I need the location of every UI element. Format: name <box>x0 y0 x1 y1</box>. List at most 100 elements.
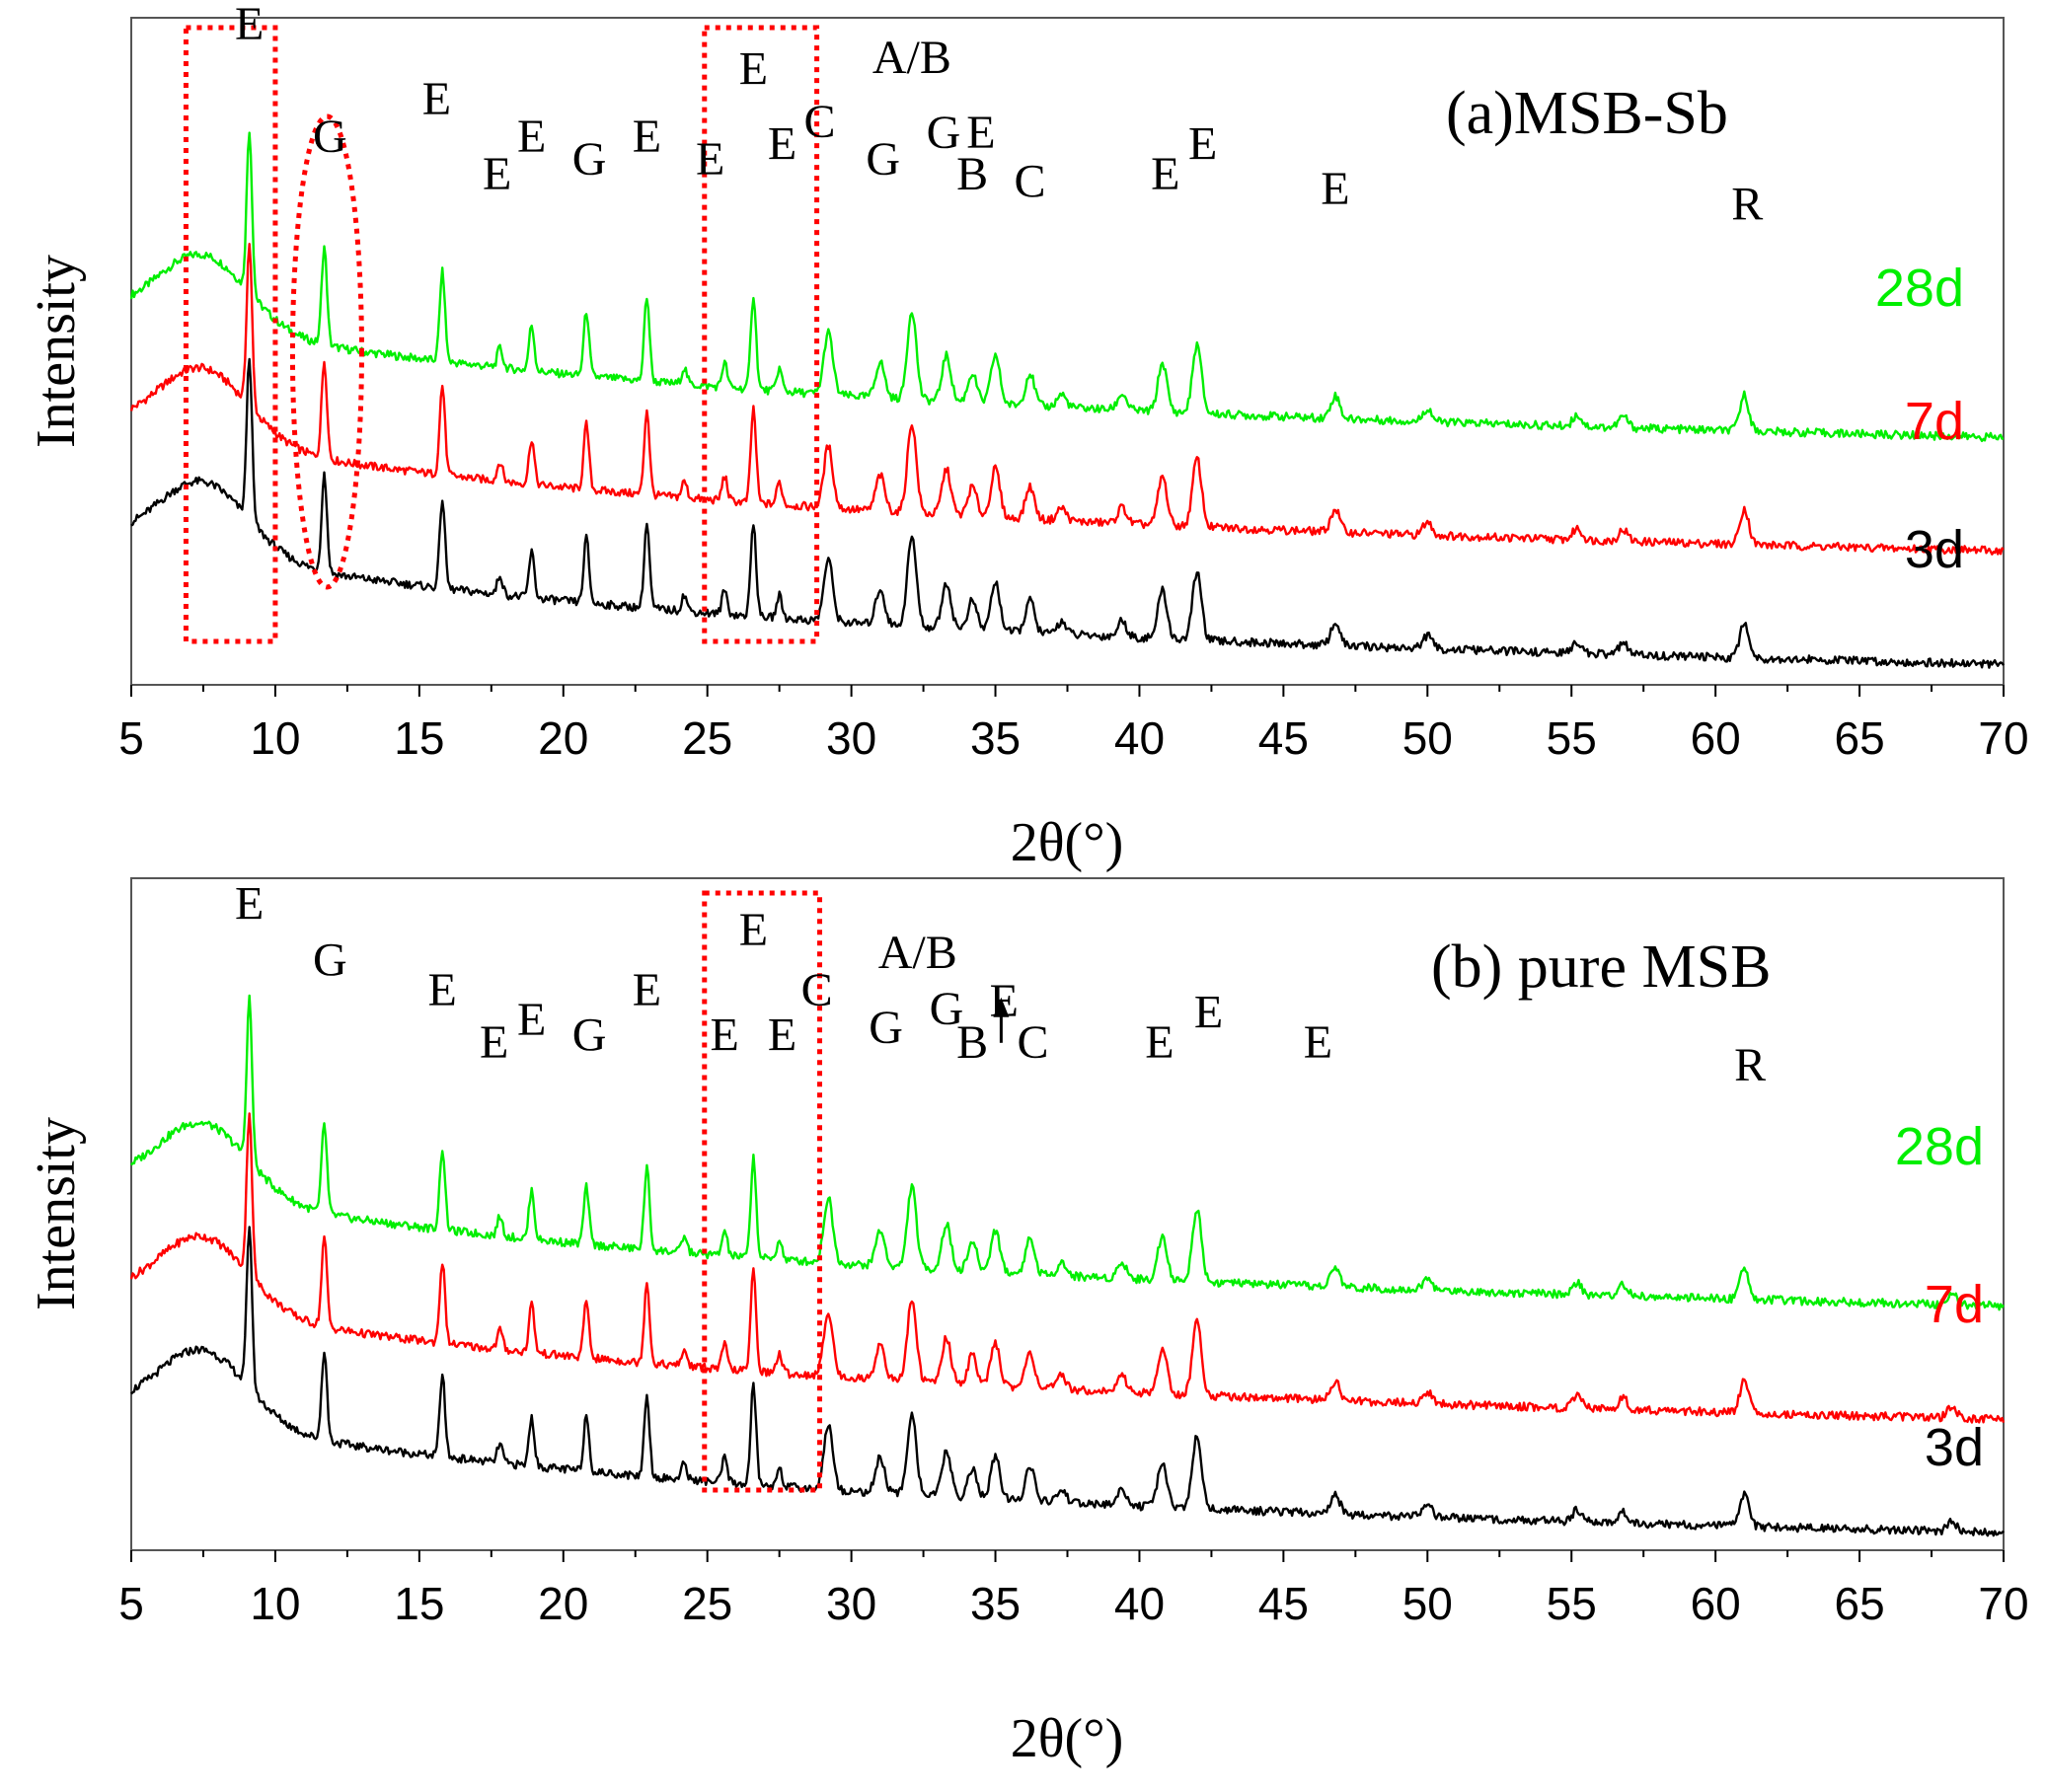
peak-label: G <box>572 133 607 186</box>
highlight-rect <box>702 25 820 644</box>
panel-a-x-axis-title: 2θ(°) <box>1011 812 1124 873</box>
series-3d-line <box>130 1226 2005 1537</box>
peak-label: E <box>517 994 546 1046</box>
x-tick-label: 20 <box>538 712 588 764</box>
x-tick-label: 20 <box>538 1578 588 1629</box>
x-tick-label: 60 <box>1691 712 1741 764</box>
series-3d-line <box>130 357 2005 669</box>
panel-a-highlights <box>183 25 820 644</box>
x-tick-label: 50 <box>1402 1578 1453 1629</box>
peak-label: E <box>739 43 768 96</box>
panel-b-y-axis-title: Intensity <box>26 1117 87 1310</box>
series-label-3d: 3d <box>1925 1418 1984 1477</box>
peak-label: E <box>480 1016 508 1069</box>
panel-a-series-labels: 28d 7d 3d <box>1875 259 1964 579</box>
x-tick-label: 70 <box>1978 712 2028 764</box>
peak-label: E <box>1304 1016 1332 1069</box>
panel-a-traces <box>129 131 2005 669</box>
peak-label: E <box>1151 148 1179 200</box>
x-tick-label: 55 <box>1547 1578 1597 1629</box>
x-tick-label: 45 <box>1258 1578 1309 1629</box>
x-tick-label: 55 <box>1547 712 1597 764</box>
peak-label: E <box>483 148 511 200</box>
highlight-ellipse <box>289 113 364 590</box>
peak-label: E <box>422 73 451 125</box>
highlight-rect <box>183 25 278 644</box>
peak-label: G <box>927 107 961 159</box>
x-tick-label: 15 <box>394 1578 444 1629</box>
peak-label: C <box>1015 156 1046 208</box>
panel-b-series-labels: 28d 7d 3d <box>1895 1117 1984 1477</box>
peak-label: E <box>966 107 995 159</box>
panel-a-x-ticks <box>130 685 2005 697</box>
x-tick-label: 35 <box>970 712 1021 764</box>
panel-b-x-axis-title: 2θ(°) <box>1011 1708 1124 1769</box>
peak-label: C <box>804 96 836 148</box>
peak-label: R <box>1731 178 1763 230</box>
x-tick-label: 10 <box>250 712 300 764</box>
panel-b-highlights <box>702 890 823 1493</box>
peak-label: G <box>313 933 347 986</box>
peak-label: B <box>956 1016 988 1069</box>
peak-label: E <box>768 118 796 171</box>
peak-label: G <box>313 111 347 163</box>
series-28d-line <box>130 994 2005 1311</box>
x-tick-label: 10 <box>250 1578 300 1629</box>
x-tick-label: 5 <box>118 712 144 764</box>
peak-label: E <box>1145 1016 1174 1069</box>
panel-b-arrows <box>993 997 1010 1043</box>
peak-label: E <box>1194 987 1223 1039</box>
panel-b-traces <box>129 994 2006 1537</box>
highlight-rect <box>702 890 823 1493</box>
peak-label: C <box>1017 1016 1048 1069</box>
x-tick-label: 30 <box>826 1578 876 1629</box>
peak-label: R <box>1734 1039 1766 1091</box>
x-tick-label: 40 <box>1114 712 1165 764</box>
series-label-28d: 28d <box>1895 1117 1984 1176</box>
peak-label: E <box>633 111 661 163</box>
x-tick-label: 65 <box>1834 712 1884 764</box>
x-tick-label: 45 <box>1258 712 1309 764</box>
arrow-head-icon <box>993 997 1010 1017</box>
panel-a-x-tick-labels: 5 10 15 20 25 30 35 40 45 50 55 60 65 70 <box>118 712 2028 764</box>
x-tick-label: 25 <box>682 712 732 764</box>
panel-a-title: (a)MSB-Sb <box>1446 80 1728 147</box>
peak-label: G <box>869 1002 903 1054</box>
series-label-3d: 3d <box>1905 520 1964 579</box>
panel-b-x-ticks <box>130 1550 2005 1562</box>
x-tick-label: 60 <box>1691 1578 1741 1629</box>
peak-label: E <box>235 877 264 930</box>
series-7d-line <box>129 243 2005 556</box>
peak-label: E <box>768 1008 796 1061</box>
peak-label: E <box>428 964 457 1016</box>
x-tick-label: 35 <box>970 1578 1021 1629</box>
series-label-28d: 28d <box>1875 259 1964 318</box>
peak-label: B <box>956 148 988 200</box>
peak-label: C <box>801 964 833 1016</box>
panel-b-title: (b) pure MSB <box>1431 933 1771 1001</box>
peak-label: E <box>711 1008 739 1061</box>
peak-label: E <box>235 0 264 50</box>
x-tick-label: 25 <box>682 1578 732 1629</box>
peak-label: E <box>990 975 1019 1027</box>
x-tick-label: 70 <box>1978 1578 2028 1629</box>
peak-label: E <box>739 904 768 956</box>
peak-label: A/B <box>878 927 957 979</box>
peak-label: E <box>1321 163 1349 215</box>
series-label-7d: 7d <box>1905 392 1964 451</box>
x-tick-label: 5 <box>118 1578 144 1629</box>
peak-label: E <box>696 133 724 186</box>
x-tick-label: 50 <box>1402 712 1453 764</box>
x-tick-label: 65 <box>1834 1578 1884 1629</box>
peak-label: G <box>866 133 900 186</box>
panel-a-y-axis-title: Intensity <box>26 255 87 448</box>
series-28d-line <box>129 131 2005 443</box>
peak-label: E <box>517 111 546 163</box>
series-label-7d: 7d <box>1925 1275 1984 1334</box>
series-7d-line <box>129 1112 2006 1424</box>
peak-label: E <box>1188 118 1217 171</box>
